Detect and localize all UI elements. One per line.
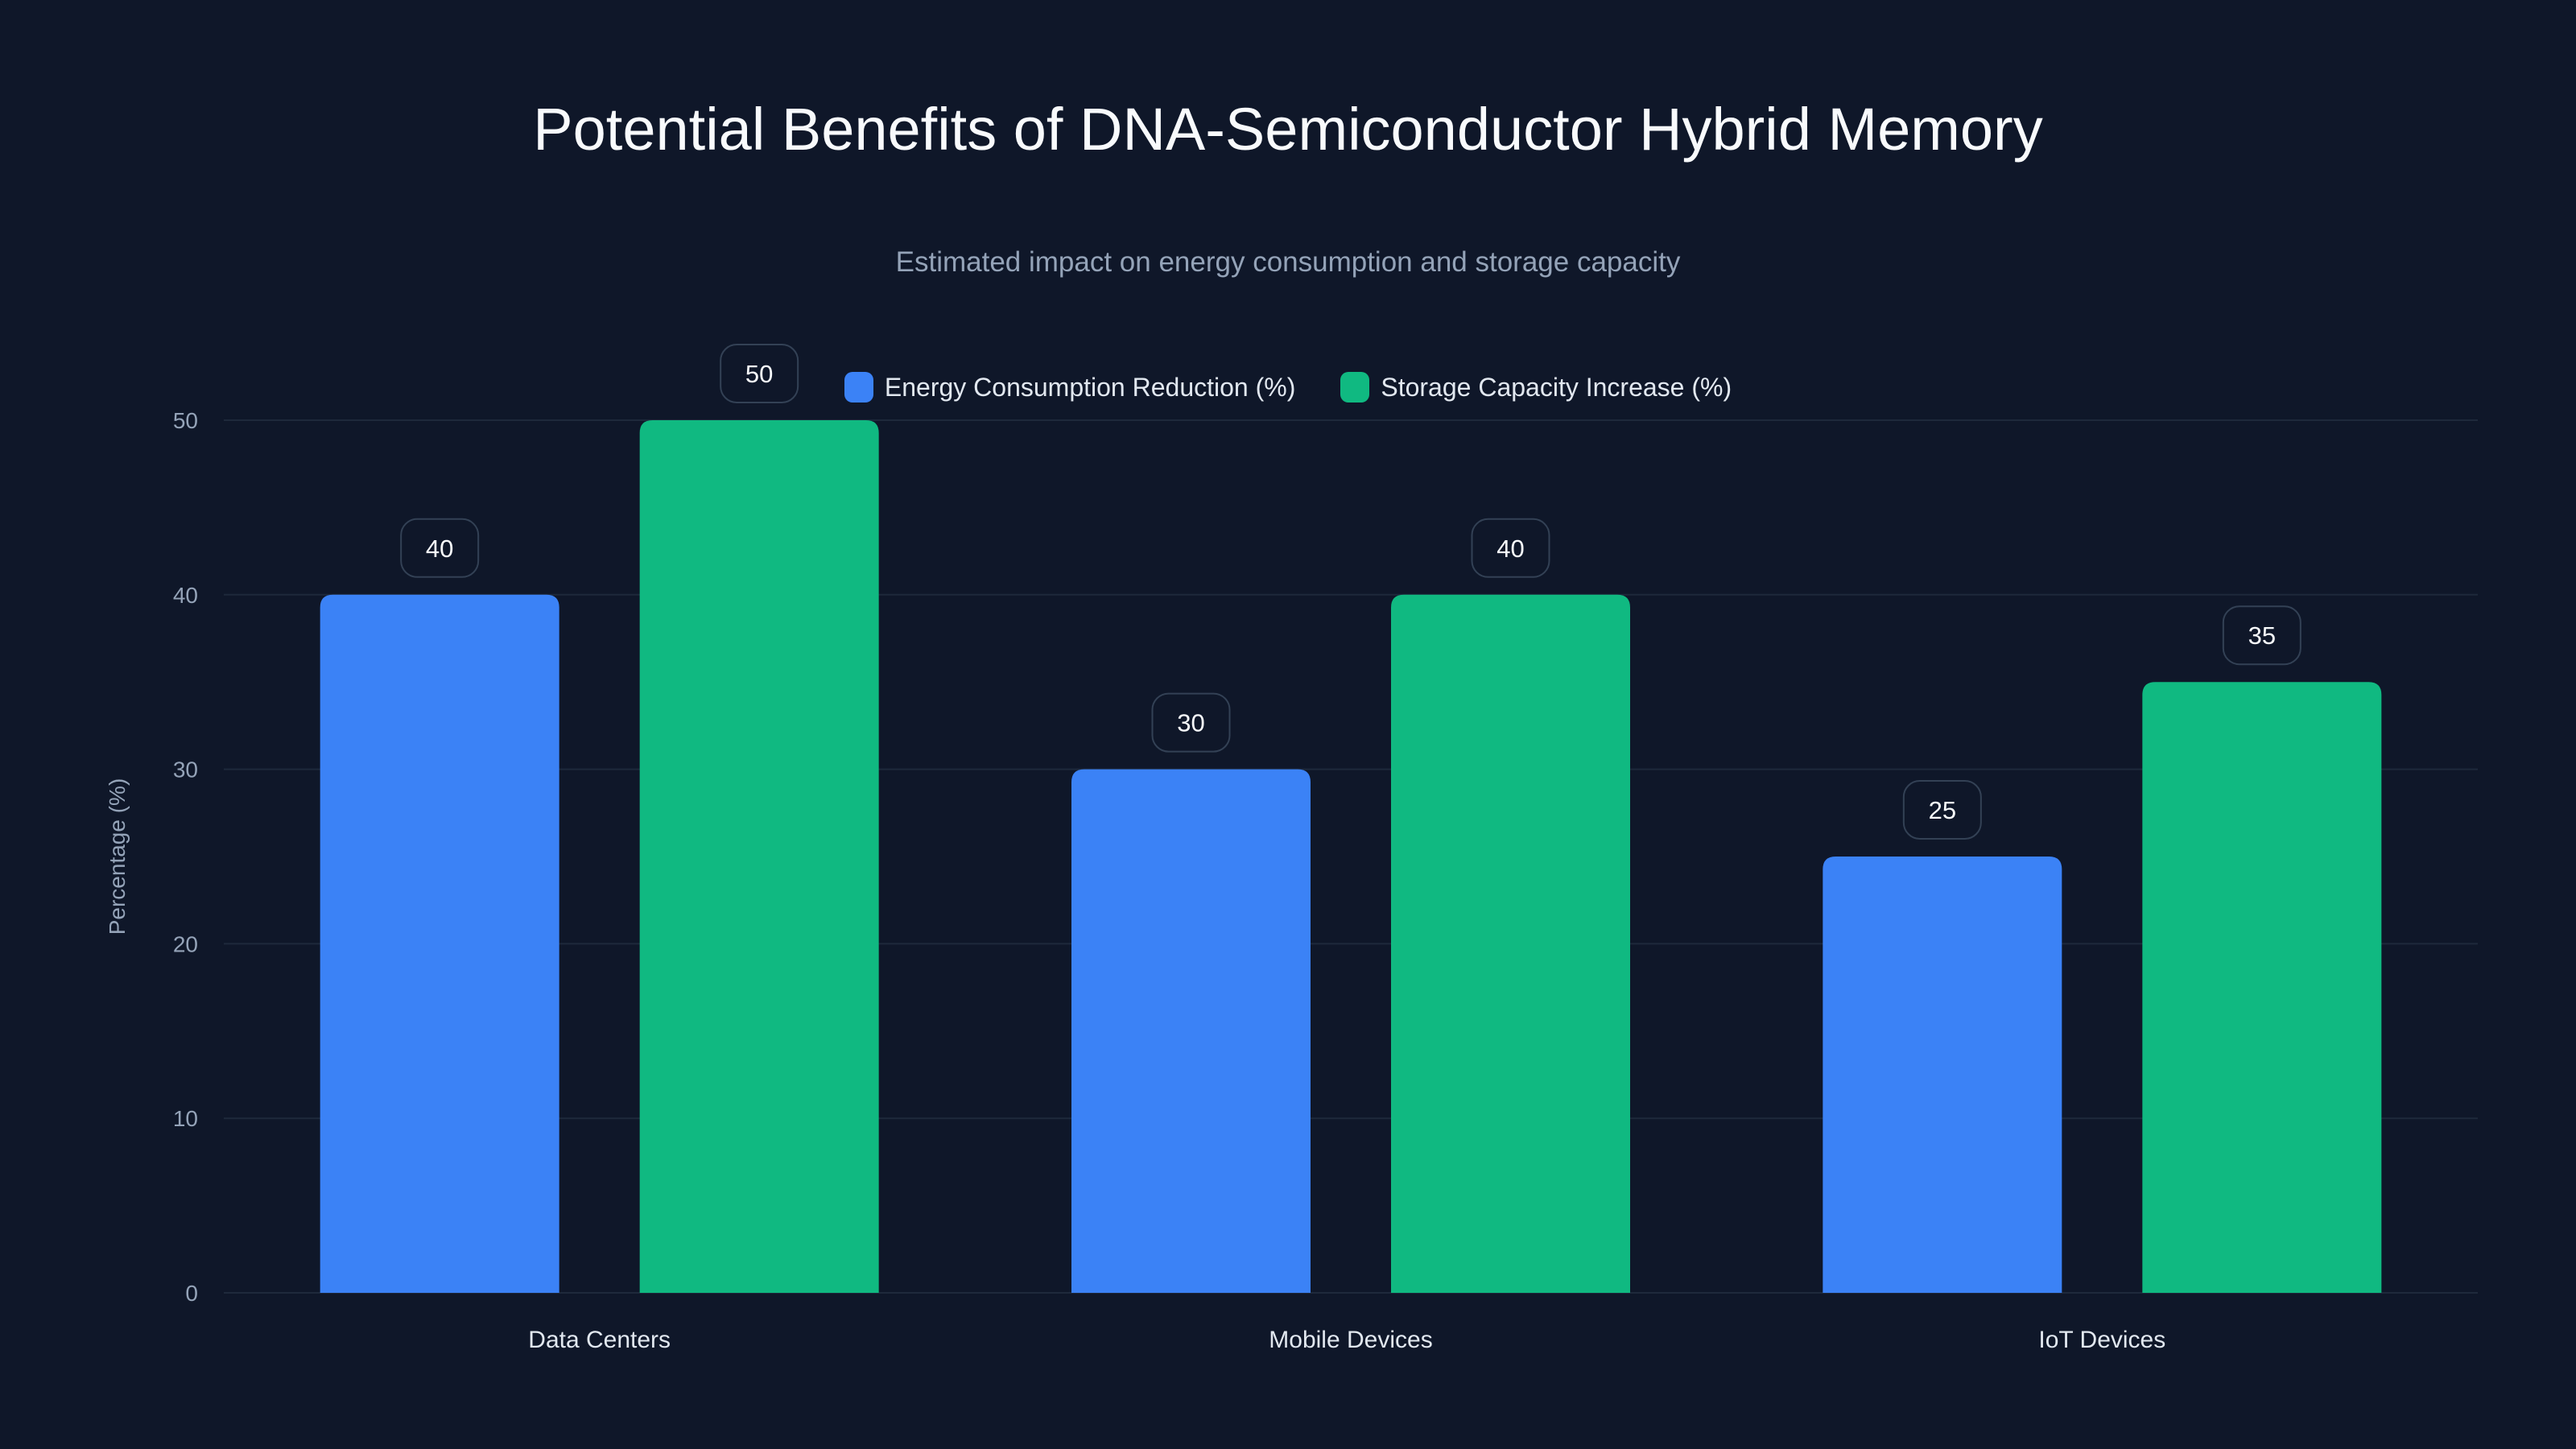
data-label-badge	[720, 344, 799, 403]
bar-energy	[320, 594, 559, 1293]
data-label-badge	[1902, 780, 1982, 840]
bar-storage	[1391, 594, 1630, 1293]
data-label: 50	[745, 360, 773, 388]
bar-energy	[1071, 769, 1311, 1293]
data-label: 40	[1496, 535, 1524, 563]
y-tick-label: 10	[173, 1106, 198, 1131]
legend-label-storage: Storage Capacity Increase (%)	[1381, 372, 1732, 402]
bar-energy	[1823, 857, 2062, 1293]
data-label: 30	[1177, 709, 1204, 737]
data-label-badge	[1151, 692, 1231, 753]
x-tick-label: Mobile Devices	[1269, 1327, 1432, 1353]
data-label: 25	[1929, 796, 1956, 824]
chart-title: Potential Benefits of DNA-Semiconductor …	[533, 96, 2043, 163]
y-tick-label: 40	[173, 583, 198, 608]
bar-storage	[2142, 682, 2382, 1293]
bar-storage	[639, 420, 879, 1293]
y-tick-label: 0	[185, 1281, 198, 1306]
data-label: 40	[426, 535, 453, 563]
data-label-badge	[1471, 518, 1550, 578]
y-axis-label: Percentage (%)	[105, 778, 130, 935]
chart-subtitle: Estimated impact on energy consumption a…	[895, 246, 1681, 278]
y-tick-label: 30	[173, 758, 198, 782]
y-tick-label: 20	[173, 931, 198, 956]
data-label-badge	[2222, 605, 2301, 666]
y-tick-label: 50	[173, 408, 198, 433]
legend-swatch-storage	[1340, 372, 1370, 402]
legend-item-energy[interactable]: Energy Consumption Reduction (%)	[844, 372, 1295, 402]
legend-item-storage[interactable]: Storage Capacity Increase (%)	[1340, 372, 1732, 402]
legend-swatch-energy	[844, 372, 873, 402]
legend: Energy Consumption Reduction (%) Storage…	[0, 372, 2576, 402]
data-label-badge	[400, 518, 480, 578]
x-tick-label: IoT Devices	[2038, 1327, 2165, 1353]
x-tick-label: Data Centers	[528, 1327, 671, 1353]
data-label: 35	[2248, 621, 2276, 650]
legend-label-energy: Energy Consumption Reduction (%)	[884, 372, 1296, 402]
